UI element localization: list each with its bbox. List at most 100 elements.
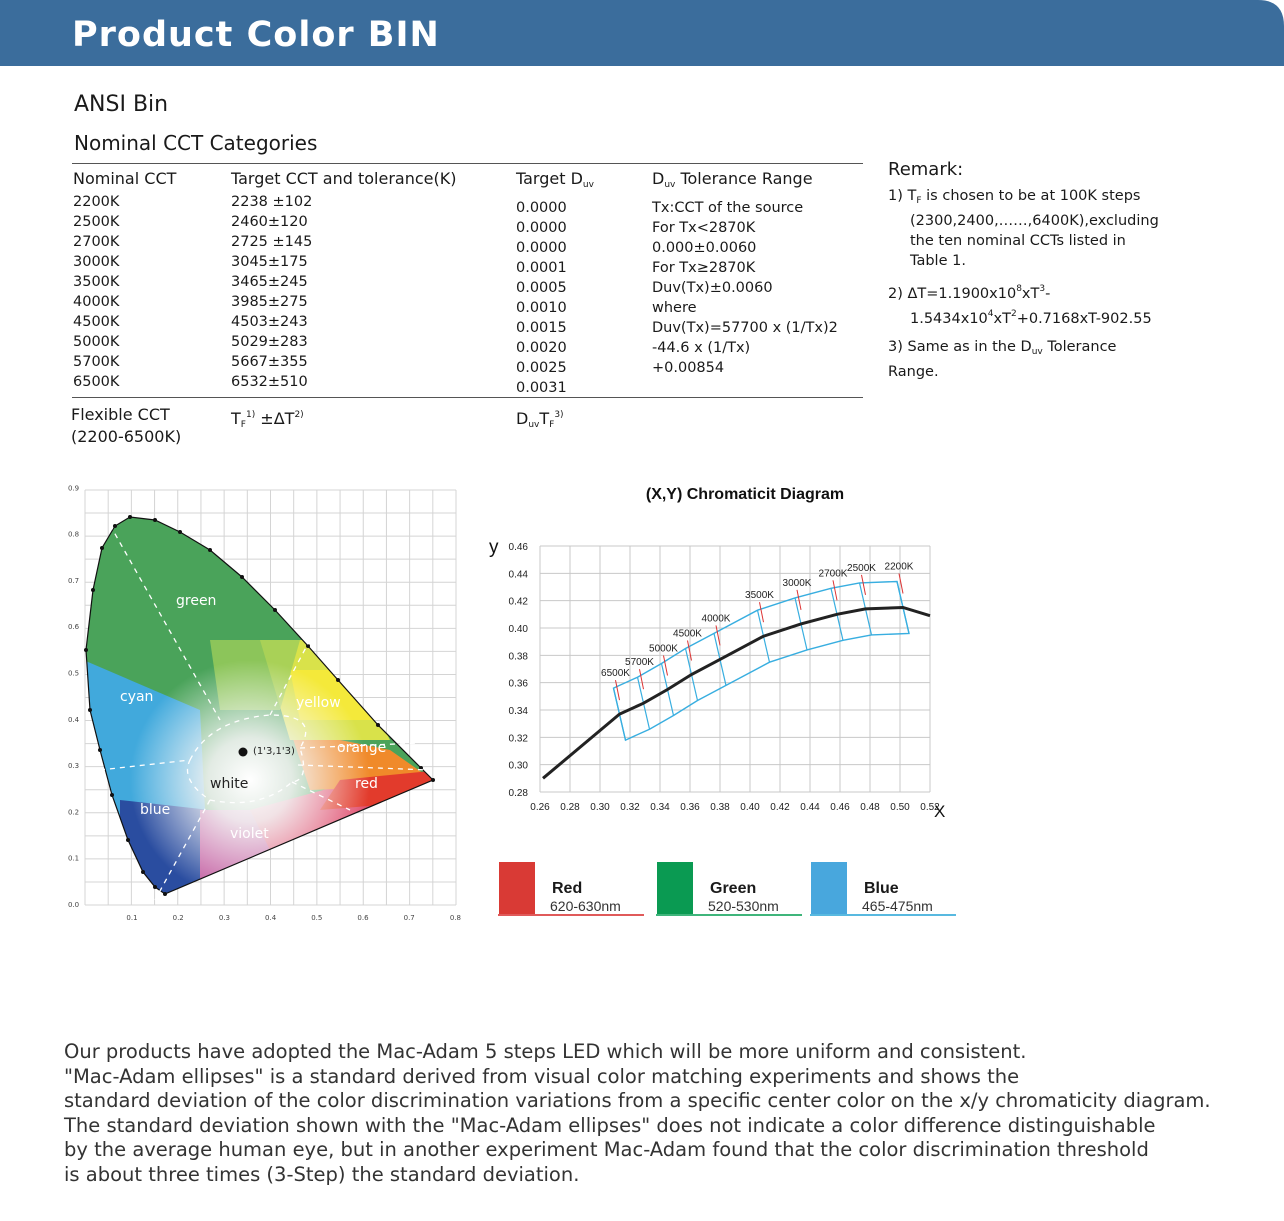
- tolerance-band: [612, 580, 910, 742]
- remark-1-b: is chosen to be at 100K steps: [921, 188, 1141, 204]
- remark-block: Remark: 1) TF is chosen to be at 100K st…: [888, 160, 1188, 390]
- cie-y-tick: 0.3: [68, 762, 79, 770]
- cct-marker-5700K: [639, 669, 644, 690]
- x-tick-0.52: 0.52: [920, 802, 940, 813]
- locus-dot: [153, 518, 157, 522]
- cct-marker-2700K: [832, 580, 838, 601]
- cie-tick-labels: 0.1 0.2 0.3 0.4 0.5 0.6 0.7 0.8 0.0 0.1 0.2 0.3 0.4 0…: [68, 484, 461, 922]
- swatch-range-green: 520-530nm: [708, 898, 779, 914]
- flexible-cct-title: Flexible CCT: [71, 405, 170, 424]
- header-tol-rest: Tolerance Range: [675, 169, 813, 188]
- nominal-cct-cell-9: 6500K: [73, 374, 120, 390]
- header-bar: Product Color BIN: [0, 0, 1284, 66]
- paragraph-line-3: The standard deviation shown with the "M…: [64, 1113, 1156, 1137]
- tolerance-line-2: 0.000±0.0060: [652, 240, 757, 256]
- x-axis-label: X: [934, 802, 945, 821]
- locus-dot: [84, 648, 88, 652]
- white-point-label: (1'3,1'3): [253, 746, 295, 757]
- locus-dot: [376, 723, 380, 727]
- x-tick-0.36: 0.36: [680, 802, 700, 813]
- target-duv-cell-7: 0.0020: [516, 340, 567, 356]
- flex-sup1: 1): [245, 410, 256, 420]
- target-cct-cell-9: 6532±510: [231, 374, 308, 390]
- y-tick-0.30: 0.30: [509, 761, 529, 772]
- x-tick-0.42: 0.42: [770, 802, 790, 813]
- nominal-cct-cell-1: 2500K: [73, 214, 120, 230]
- cct-marker-3500K: [759, 602, 764, 623]
- x-tick-0.50: 0.50: [890, 802, 910, 813]
- locus-dot: [88, 708, 92, 712]
- cct-label-2200K: 2200K: [885, 562, 914, 573]
- flex-duv-f: F: [549, 420, 555, 430]
- flexible-target-formula: TF1) ±ΔT2): [231, 404, 304, 436]
- swatch-underline-red: [498, 914, 644, 916]
- cie-x-tick: 0.3: [219, 914, 230, 922]
- swatch-underline-blue: [810, 914, 956, 916]
- target-duv-cell-9: 0.0031: [516, 380, 567, 396]
- remark-2-c: -: [1045, 286, 1051, 302]
- cie-x-tick: 0.6: [357, 914, 369, 922]
- target-duv-cell-2: 0.0000: [516, 240, 567, 256]
- region-violet: violet: [230, 826, 269, 842]
- remark-2-s4: 2: [1010, 309, 1017, 319]
- locus-dot: [110, 793, 114, 797]
- header-target-duv: Target Duv: [516, 168, 594, 196]
- locus-dot: [141, 870, 145, 874]
- swatch-green: [657, 862, 693, 914]
- cct-label-3000K: 3000K: [783, 578, 812, 589]
- cie-x-tick: 0.7: [404, 914, 415, 922]
- cct-label-5000K: 5000K: [649, 644, 678, 655]
- table-top-rule: [72, 163, 863, 164]
- paragraph-line-1: "Mac-Adam ellipses" is a standard derive…: [64, 1064, 1020, 1088]
- cie-x-tick: 0.4: [265, 914, 277, 922]
- nominal-cct-cell-5: 4000K: [73, 294, 120, 310]
- target-cct-cell-3: 3045±175: [231, 254, 308, 270]
- remark-2-s3: 4: [987, 309, 994, 319]
- x-tick-0.44: 0.44: [800, 802, 820, 813]
- cie-x-tick: 0.8: [450, 914, 461, 922]
- locus-dot: [208, 548, 212, 552]
- section-subtitle: Nominal CCT Categories: [74, 131, 318, 155]
- chart-grid: [539, 545, 931, 793]
- region-labels: green cyan yellow orange red blue violet…: [120, 593, 386, 842]
- flex-sup2: 2): [294, 410, 304, 420]
- remark-2-a: 2) ΔT=1.1900x10: [888, 286, 1017, 302]
- target-cct-cell-5: 3985±275: [231, 294, 308, 310]
- cct-label-3500K: 3500K: [745, 590, 774, 601]
- x-tick-0.48: 0.48: [860, 802, 880, 813]
- locus-dot: [178, 530, 182, 534]
- paragraph-line-2: standard deviation of the color discrimi…: [64, 1089, 1211, 1112]
- locus-dot: [128, 515, 132, 519]
- tolerance-line-3: For Tx≥2870K: [652, 260, 756, 276]
- locus-dot: [113, 524, 117, 528]
- remark-2-s2: 3: [1039, 284, 1046, 294]
- cie-x-tick: 0.5: [311, 914, 322, 922]
- chart-tick-labels: 0.26 0.28 0.30 0.32 0.34 0.36 0.38 0.40 0.42 0.44…: [509, 542, 941, 813]
- column-target-cct: Target CCT and tolerance(K) 2238 ±102 246…: [231, 168, 456, 392]
- y-tick-0.32: 0.32: [509, 733, 529, 744]
- y-tick-0.36: 0.36: [509, 679, 529, 690]
- cct-label-6500K: 6500K: [601, 668, 630, 679]
- x-tick-0.34: 0.34: [650, 802, 670, 813]
- locus-dot: [240, 575, 244, 579]
- cie-color-fill: [86, 517, 433, 894]
- target-duv-cell-3: 0.0001: [516, 260, 567, 276]
- tolerance-line-7: -44.6 x (1/Tx): [652, 340, 751, 356]
- header-target-duv-sub: uv: [582, 180, 594, 190]
- remark-1-e: Table 1.: [910, 253, 966, 269]
- nominal-cct-cell-7: 5000K: [73, 334, 120, 350]
- cct-label-2500K: 2500K: [847, 563, 876, 574]
- target-duv-list: 0.0000 0.0000 0.0000 0.0001 0.0005 0.0010 0.00…: [516, 198, 594, 398]
- remark-2-f: +0.7168xT-902.55: [1016, 311, 1152, 327]
- locus-dot: [431, 778, 435, 782]
- remark-3-c: Range.: [888, 364, 939, 380]
- header-background: [0, 0, 1284, 66]
- locus-dot: [153, 885, 157, 889]
- locus-dot: [163, 892, 167, 896]
- cie-y-tick: 0.5: [68, 670, 79, 678]
- flexible-cct-label: Flexible CCT (2200-6500K): [71, 404, 181, 448]
- tolerance-line-0: Tx:CCT of the source: [652, 200, 804, 216]
- nominal-cct-cell-8: 5700K: [73, 354, 120, 370]
- locus-dot: [336, 678, 340, 682]
- flex-duv-sup: 3): [554, 410, 564, 420]
